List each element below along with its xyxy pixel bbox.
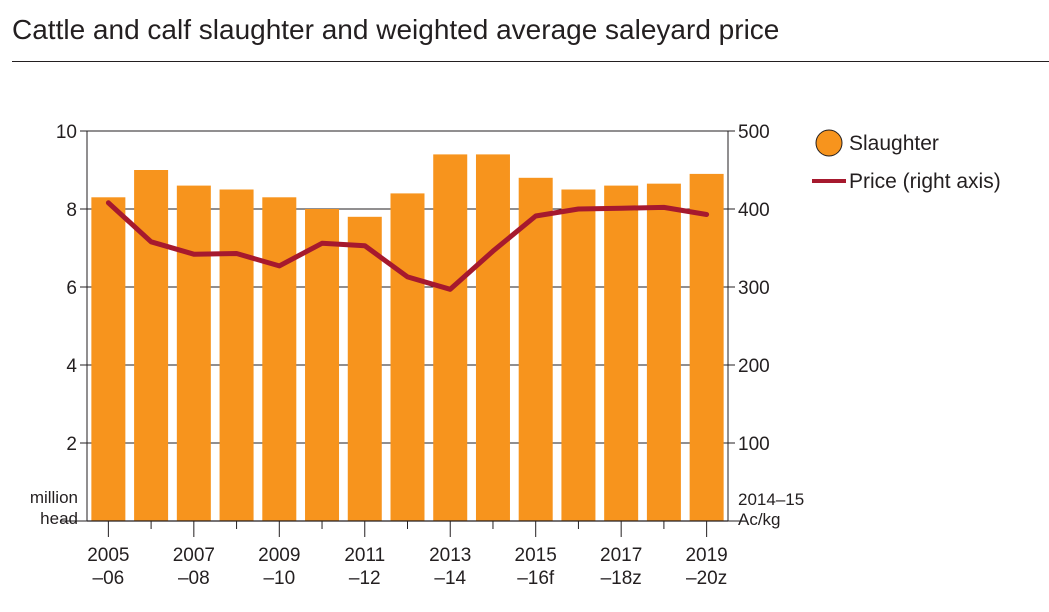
x-tick-label-6-line2: –12 <box>349 568 381 589</box>
legend: Slaughter Price (right axis) <box>812 129 1001 193</box>
x-tick-label-12-line1: 2017 <box>600 545 642 566</box>
right-tick-label-400: 400 <box>738 200 770 221</box>
left-tick-label-6: 6 <box>66 278 77 299</box>
left-tick-label-4: 4 <box>66 356 77 377</box>
x-tick-label-4-line1: 2009 <box>258 545 300 566</box>
right-unit-line1: 2014–15 <box>738 490 804 509</box>
right-tick-label-100: 100 <box>738 434 770 455</box>
slaughter-bar-12 <box>604 185 639 521</box>
slaughter-bar-5 <box>305 209 340 521</box>
x-tick-label-6-line1: 2011 <box>344 545 385 566</box>
slaughter-bar-4 <box>262 197 297 522</box>
x-tick-label-0-line1: 2005 <box>87 545 129 566</box>
x-tick-label-8-line2: –14 <box>434 568 466 589</box>
right-tick-label-500: 500 <box>738 122 770 143</box>
right-unit-line2: Ac/kg <box>738 510 781 529</box>
left-unit-label: million head <box>30 488 78 528</box>
slaughter-bar-1 <box>134 170 169 521</box>
slaughter-bar-2 <box>176 185 211 521</box>
slaughter-bar-6 <box>347 216 382 522</box>
x-tick-label-14-line2: –20z <box>686 568 727 589</box>
x-tick-label-0-line2: –06 <box>93 568 125 589</box>
slaughter-bar-13 <box>646 183 681 521</box>
slaughter-bar-14 <box>689 173 724 521</box>
title-rule <box>12 61 1049 62</box>
x-tick-label-4-line2: –10 <box>263 568 295 589</box>
slaughter-bar-10 <box>518 177 553 522</box>
x-tick-label-12-line2: –18z <box>601 568 642 589</box>
slaughter-bars <box>91 154 724 522</box>
left-unit-line2: head <box>40 509 78 528</box>
slaughter-bar-8 <box>433 154 468 521</box>
left-tick-label-8: 8 <box>66 200 77 221</box>
left-unit-line1: million <box>30 488 78 507</box>
axes <box>60 130 740 537</box>
slaughter-bar-7 <box>390 193 425 521</box>
right-tick-label-200: 200 <box>738 356 770 377</box>
left-tick-label-10: 10 <box>56 122 77 143</box>
x-tick-label-2-line2: –08 <box>178 568 210 589</box>
legend-slaughter-swatch <box>815 129 843 157</box>
chart-title: Cattle and calf slaughter and weighted a… <box>12 14 780 45</box>
slaughter-bar-9 <box>475 154 510 521</box>
right-unit-label: 2014–15 Ac/kg <box>738 490 804 529</box>
left-tick-label-2: 2 <box>66 434 77 455</box>
x-tick-label-2-line1: 2007 <box>173 545 215 566</box>
slaughter-bar-3 <box>219 189 254 521</box>
legend-slaughter-label: Slaughter <box>849 132 939 155</box>
legend-price-label: Price (right axis) <box>849 170 1001 193</box>
price-line-layer <box>105 200 710 292</box>
slaughter-bar-11 <box>561 189 596 521</box>
x-tick-label-10-line1: 2015 <box>515 545 557 566</box>
slaughter-bar-0 <box>91 197 126 522</box>
tick-labels: 2468101002003004005002005–062007–082009–… <box>56 122 770 589</box>
x-tick-label-8-line1: 2013 <box>429 545 471 566</box>
x-tick-label-10-line2: –16f <box>517 568 555 589</box>
x-tick-label-14-line1: 2019 <box>685 545 727 566</box>
right-tick-label-300: 300 <box>738 278 770 299</box>
